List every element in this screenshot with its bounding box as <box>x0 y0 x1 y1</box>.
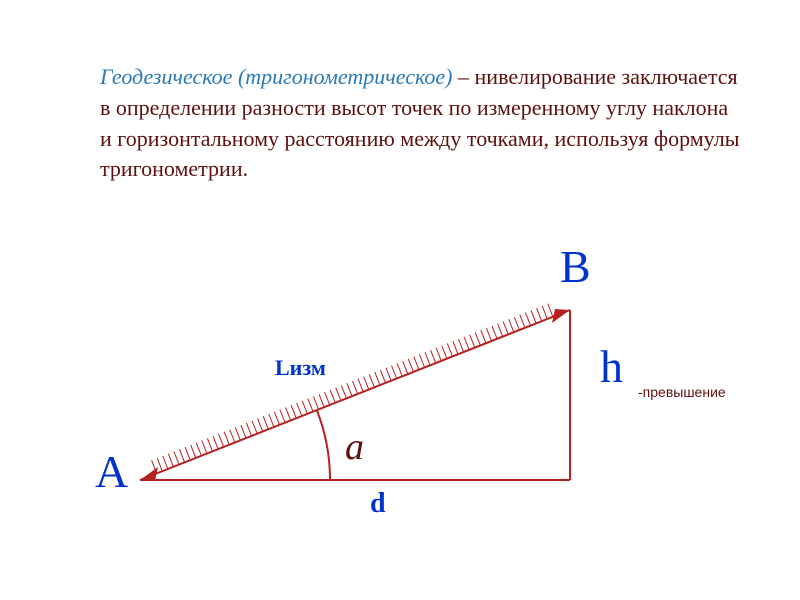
label-h-subtitle: -превышение <box>638 384 726 400</box>
label-h: h <box>600 340 623 393</box>
label-angle-a: a <box>345 425 364 469</box>
description-block: Геодезическое (тригонометрическое) – нив… <box>0 0 800 227</box>
arrow-B <box>552 309 570 323</box>
title-paragraph: Геодезическое (тригонометрическое) – нив… <box>100 62 740 185</box>
triangle-diagram <box>100 250 700 550</box>
title-emphasis: Геодезическое (тригонометрическое) <box>100 64 453 89</box>
label-point-A: А <box>95 445 128 498</box>
diagram-container: А В h -превышение d a Lизм <box>100 250 700 550</box>
label-point-B: В <box>560 240 591 293</box>
arrow-A <box>140 467 158 481</box>
angle-arc <box>317 410 330 480</box>
label-L-measured: Lизм <box>275 355 326 381</box>
label-d: d <box>370 488 386 520</box>
